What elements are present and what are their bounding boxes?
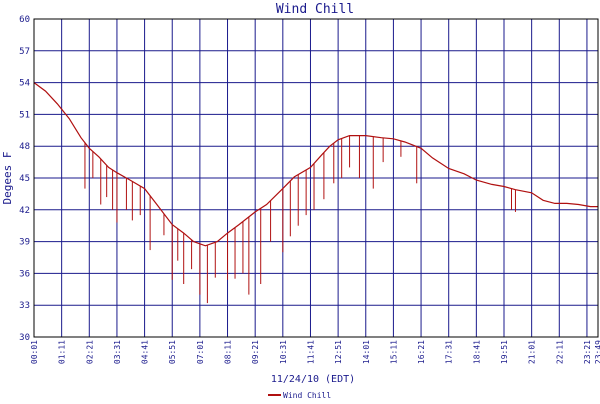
data-layer	[33, 82, 598, 304]
x-tick-label: 17:31	[445, 340, 454, 364]
legend: Wind Chill	[268, 391, 331, 400]
x-tick-label: 01:11	[58, 340, 67, 364]
grid	[33, 18, 599, 338]
y-tick-label: 48	[19, 142, 30, 152]
x-tick-label: 05:51	[168, 340, 177, 364]
y-tick-label: 42	[19, 206, 30, 216]
y-tick-label: 45	[19, 174, 30, 184]
y-tick-label: 57	[19, 47, 30, 57]
wind-chill-line	[33, 82, 598, 247]
x-tick-label: 16:21	[417, 340, 426, 364]
x-tick-label: 21:01	[528, 340, 537, 364]
x-tick-label: 09:21	[251, 340, 260, 364]
x-tick-label: 14:01	[362, 340, 371, 364]
y-tick-label: 54	[19, 79, 30, 89]
x-tick-label: 00:01	[30, 340, 39, 364]
y-ticks: 30 33 36 39 42 45 48 51 54 57 60	[19, 15, 30, 343]
x-ticks: 00:01 01:11 02:21 03:31 04:41 05:51 07:01 08:11…	[30, 340, 600, 364]
x-tick-label: 08:11	[224, 340, 233, 364]
y-tick-label: 39	[19, 238, 30, 248]
chart-title: Wind Chill	[276, 2, 354, 17]
x-axis-label: 11/24/10 (EDT)	[271, 374, 355, 385]
y-tick-label: 60	[19, 15, 30, 25]
x-tick-label: 22:11	[555, 340, 564, 364]
x-tick-label: 12:51	[334, 340, 343, 364]
x-tick-label: 10:31	[279, 340, 288, 364]
y-tick-label: 51	[19, 110, 30, 120]
x-tick-label: 18:41	[472, 340, 481, 364]
x-tick-label: 03:31	[113, 340, 122, 364]
y-tick-label: 36	[19, 269, 30, 279]
x-tick-label: 04:41	[141, 340, 150, 364]
x-tick-label: 23:49	[594, 340, 600, 364]
x-tick-label: 15:11	[389, 340, 398, 364]
y-tick-label: 33	[19, 301, 30, 311]
x-tick-label: 23:21	[583, 340, 592, 364]
x-tick-label: 07:01	[196, 340, 205, 364]
legend-label: Wind Chill	[283, 391, 331, 400]
y-tick-label: 30	[19, 333, 30, 343]
x-tick-label: 19:51	[500, 340, 509, 364]
x-tick-label: 11:41	[306, 340, 315, 364]
y-axis-label: Degees F	[1, 152, 14, 205]
x-tick-label: 02:21	[85, 340, 94, 364]
plot-frame	[33, 18, 599, 338]
